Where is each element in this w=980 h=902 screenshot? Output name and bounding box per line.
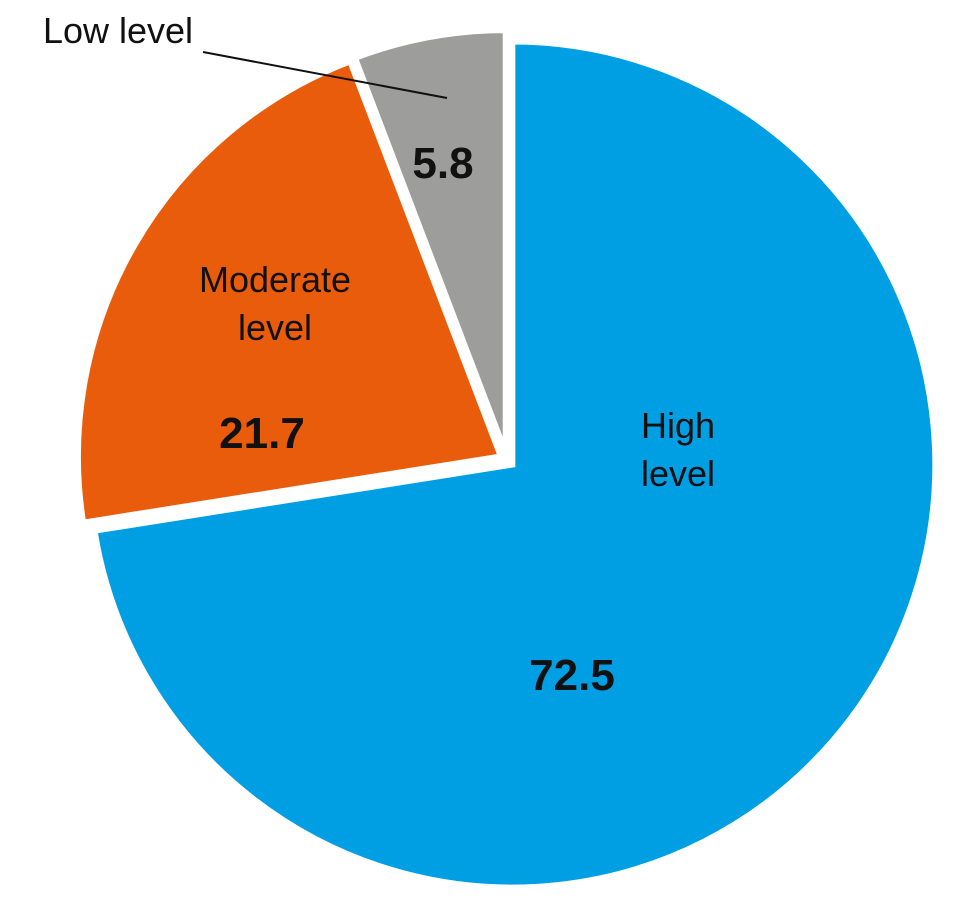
pie-slice-low-level (351, 27, 509, 455)
slice-value-low-level: 5.8 (412, 139, 473, 188)
pie-labels: High level 72.5 Moderate level 21.7 Low level 5… (43, 10, 715, 700)
pie-slices (74, 27, 939, 891)
slice-label-high-level: High level (641, 405, 715, 494)
slice-label-low-level: Low level (43, 10, 193, 51)
slice-label-moderate-level: Moderate level (199, 259, 351, 348)
pie-slice-high-level (91, 38, 939, 891)
slice-value-moderate-level: 21.7 (219, 409, 305, 458)
leader-line-low-level (202, 51, 448, 99)
pie-slice-moderate-level (74, 57, 506, 527)
leader-lines (202, 51, 448, 99)
slice-value-high-level: 72.5 (529, 651, 615, 700)
